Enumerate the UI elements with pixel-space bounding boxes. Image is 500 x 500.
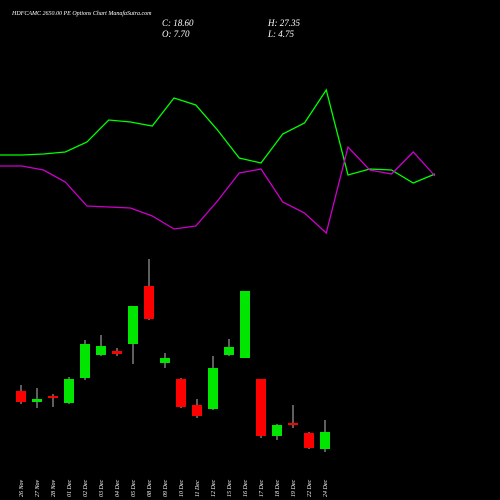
candle-body <box>160 358 170 363</box>
x-tick-label: 16 Dec <box>243 480 249 497</box>
candle-body <box>80 344 90 378</box>
candle-body <box>176 379 186 407</box>
candle-body <box>128 306 138 344</box>
x-tick-label: 15 Dec <box>227 480 233 497</box>
x-tick-label: 04 Dec <box>114 480 121 497</box>
info-close: C: 18.60 <box>162 18 194 28</box>
x-tick-label: 01 Dec <box>67 480 73 497</box>
info-low: L: 4.75 <box>267 29 295 39</box>
x-tick-label: 08 Dec <box>147 480 153 497</box>
x-tick-label: 18 Dec <box>275 480 281 497</box>
candle-body <box>272 425 282 436</box>
x-tick-label: 12 Dec <box>211 480 217 497</box>
candle-body <box>224 347 234 355</box>
candle-body <box>32 399 42 402</box>
candle-body <box>96 346 106 355</box>
x-tick-label: 22 Dec <box>307 480 313 497</box>
candle-body <box>208 368 218 409</box>
candle-body <box>64 379 74 403</box>
x-tick-label: 17 Dec <box>259 480 265 497</box>
x-tick-label: 11 Dec <box>195 480 201 497</box>
indicator-line <box>0 88 436 184</box>
x-tick-label: 26 Nov <box>19 479 25 497</box>
candle-body <box>192 405 202 416</box>
candle-body <box>16 391 26 402</box>
x-tick-label: 05 Dec <box>131 480 137 497</box>
x-tick-label: 28 Nov <box>51 479 57 497</box>
x-tick-label: 27 Nov <box>35 479 41 497</box>
candle-body <box>112 351 122 354</box>
candle-body <box>320 432 330 449</box>
x-tick-label: 24 Dec <box>322 480 329 497</box>
x-tick-label: 03 Dec <box>99 480 105 497</box>
candle-body <box>304 433 314 448</box>
x-tick-label: 09 Dec <box>163 480 169 497</box>
chart-title: HDFCAMC 2650.00 PE Options Chart ManafaS… <box>11 10 152 17</box>
candle-body <box>256 379 266 436</box>
x-tick-label: 10 Dec <box>179 480 185 497</box>
candle-body <box>288 423 298 425</box>
x-tick-label: 02 Dec <box>83 480 89 497</box>
candle-body <box>144 286 154 319</box>
indicator-line <box>0 145 436 235</box>
x-tick-label: 19 Dec <box>291 480 297 497</box>
candle-body <box>48 396 58 398</box>
info-open: O: 7.70 <box>162 29 190 39</box>
info-high: H: 27.35 <box>267 18 300 28</box>
candle-body <box>240 291 250 358</box>
